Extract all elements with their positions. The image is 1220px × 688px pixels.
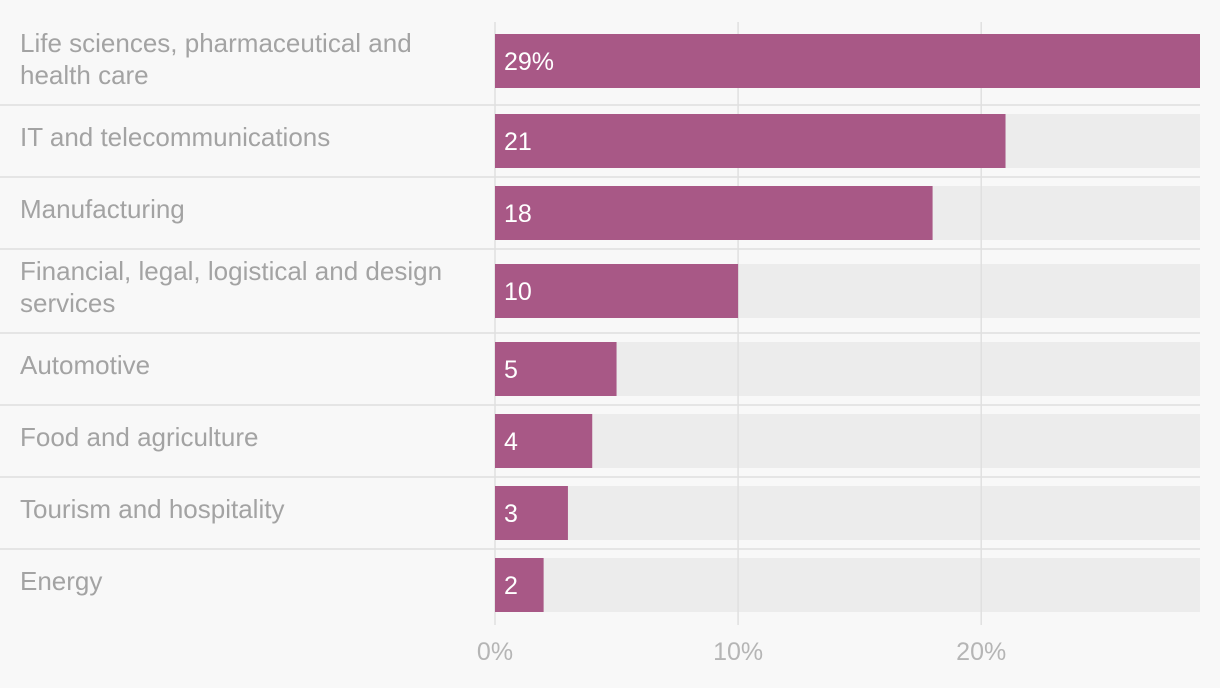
category-label: Manufacturing (20, 194, 185, 224)
bar (495, 34, 1200, 88)
category-label-line: Energy (20, 566, 102, 596)
bar-value-label: 3 (504, 500, 518, 528)
bar (495, 342, 617, 396)
bar (495, 558, 544, 612)
bar-value-label: 21 (504, 128, 532, 156)
bar-value-label: 5 (504, 356, 518, 384)
category-label-line: IT and telecommunications (20, 122, 330, 152)
category-label-line: Life sciences, pharmaceutical and (20, 28, 412, 58)
category-label: Tourism and hospitality (20, 494, 284, 524)
bar (495, 114, 1006, 168)
bar-track (495, 414, 1200, 468)
bar-value-label: 18 (504, 200, 532, 228)
category-label-line: services (20, 288, 115, 318)
bar (495, 186, 933, 240)
bar-value-label: 2 (504, 572, 518, 600)
category-label: Life sciences, pharmaceutical and health … (20, 28, 412, 90)
bar-value-label: 10 (504, 278, 532, 306)
x-tick-label: 0% (477, 638, 513, 666)
category-label: Automotive (20, 350, 150, 380)
bar (495, 414, 593, 468)
category-label-line: Food and agriculture (20, 422, 258, 452)
x-tick-label: 20% (956, 638, 1006, 666)
bar-track (495, 558, 1200, 612)
bar-value-label: 29% (504, 48, 554, 76)
x-tick-label: 10% (713, 638, 763, 666)
category-label-line: Automotive (20, 350, 150, 380)
bar-track (495, 486, 1200, 540)
category-label-line: health care (20, 60, 149, 90)
category-label: Financial, legal, logistical and design s… (20, 256, 442, 318)
category-label: Food and agriculture (20, 422, 258, 452)
category-label-line: Financial, legal, logistical and design (20, 256, 442, 286)
category-label: Energy (20, 566, 102, 596)
bar (495, 486, 568, 540)
category-label-line: Manufacturing (20, 194, 185, 224)
bar-value-label: 4 (504, 428, 518, 456)
category-label: IT and telecommunications (20, 122, 330, 152)
category-label-line: Tourism and hospitality (20, 494, 284, 524)
bar (495, 264, 739, 318)
